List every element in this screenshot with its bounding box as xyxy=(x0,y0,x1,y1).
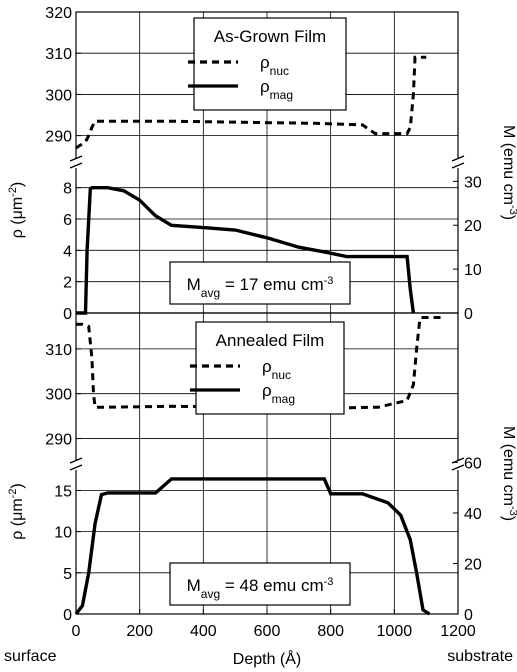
y-axis-label: ρ (μm-2) xyxy=(7,182,26,239)
legend-title: As-Grown Film xyxy=(214,27,326,46)
axis-break-gap xyxy=(72,158,80,168)
x-tick-label: 0 xyxy=(72,623,81,640)
axis-break-mark xyxy=(451,162,465,169)
annotation-box xyxy=(169,562,351,606)
y2-axis-label: M (emu cm-3) xyxy=(500,125,517,220)
x-tick-label: 200 xyxy=(126,623,153,640)
y-tick-label: 5 xyxy=(63,566,72,583)
axis-break-gap xyxy=(454,460,462,470)
y-tick-label: 300 xyxy=(45,387,72,404)
y-tick-label: 2 xyxy=(63,275,72,292)
y2-tick-label: 30 xyxy=(464,174,482,191)
y2-tick-label: 0 xyxy=(464,306,473,323)
x-end-label-substrate: substrate xyxy=(447,648,513,665)
y-tick-label: 8 xyxy=(63,181,72,198)
series-rho-mag-line xyxy=(76,186,416,315)
y2-tick-label: 0 xyxy=(464,607,473,624)
x-end-label-surface: surface xyxy=(4,648,57,665)
axis-break-mark xyxy=(69,457,83,464)
y2-tick-label: 10 xyxy=(464,262,482,279)
legend-box xyxy=(193,17,347,111)
legend-entry-nuc: ρnuc xyxy=(260,53,289,78)
panel-top: 290 300 310 320 0 2 4 6 8 0 10 20 30 ρ (μm-2) M (emu c… xyxy=(7,5,517,323)
x-tick-label: 600 xyxy=(254,623,281,640)
y-tick-label: 290 xyxy=(45,129,72,146)
y-tick-label: 310 xyxy=(45,46,72,63)
y-tick-label: 15 xyxy=(54,483,72,500)
legend-box xyxy=(195,321,345,415)
y2-tick-label: 60 xyxy=(464,455,482,472)
y-tick-label: 0 xyxy=(63,306,72,323)
y-tick-label: 4 xyxy=(63,243,72,260)
series-rho-nuc-line xyxy=(76,316,443,410)
axis-break-mark xyxy=(69,155,83,162)
y-tick-label: 320 xyxy=(45,5,72,22)
legend-entry-mag: ρmag xyxy=(262,381,295,406)
y-tick-label: 310 xyxy=(45,342,72,359)
y-axis-label: ρ (μm-2) xyxy=(7,483,26,540)
y-tick-label: 290 xyxy=(45,432,72,449)
y2-axis-label: M (emu cm-3) xyxy=(500,426,517,521)
x-tick-label: 1200 xyxy=(440,623,476,640)
y2-tick-label: 20 xyxy=(464,218,482,235)
x-axis-label: Depth (Å) xyxy=(233,649,301,668)
legend-title: Annealed Film xyxy=(216,331,325,350)
axis-break-mark xyxy=(451,155,465,162)
x-tick-label: 400 xyxy=(190,623,217,640)
annotation-mavg: Mavg = 48 emu cm-3 xyxy=(187,576,334,601)
panel-bottom: 290 300 310 0 5 10 15 0 20 40 60 ρ (μm-2) M (emu cm-… xyxy=(4,312,517,668)
y-tick-label: 0 xyxy=(63,607,72,624)
axis-break-mark xyxy=(451,464,465,471)
axis-break-gap xyxy=(72,460,80,470)
y-tick-label: 6 xyxy=(63,212,72,229)
axis-break-mark xyxy=(69,162,83,169)
annotation-box xyxy=(169,261,351,305)
legend-entry-nuc: ρnuc xyxy=(262,357,291,382)
y-tick-label: 300 xyxy=(45,87,72,104)
axis-break-mark xyxy=(69,464,83,471)
x-tick-label: 800 xyxy=(317,623,344,640)
series-rho-mag-line xyxy=(74,477,431,616)
annotation-mavg: Mavg = 17 emu cm-3 xyxy=(187,275,334,300)
y2-tick-label: 40 xyxy=(464,506,482,523)
y-tick-label: 10 xyxy=(54,525,72,542)
series-rho-nuc-line xyxy=(75,55,427,150)
axis-break-gap xyxy=(454,158,462,168)
y2-tick-label: 20 xyxy=(464,556,482,573)
legend-entry-mag: ρmag xyxy=(260,77,293,102)
x-tick-label: 1000 xyxy=(377,623,413,640)
